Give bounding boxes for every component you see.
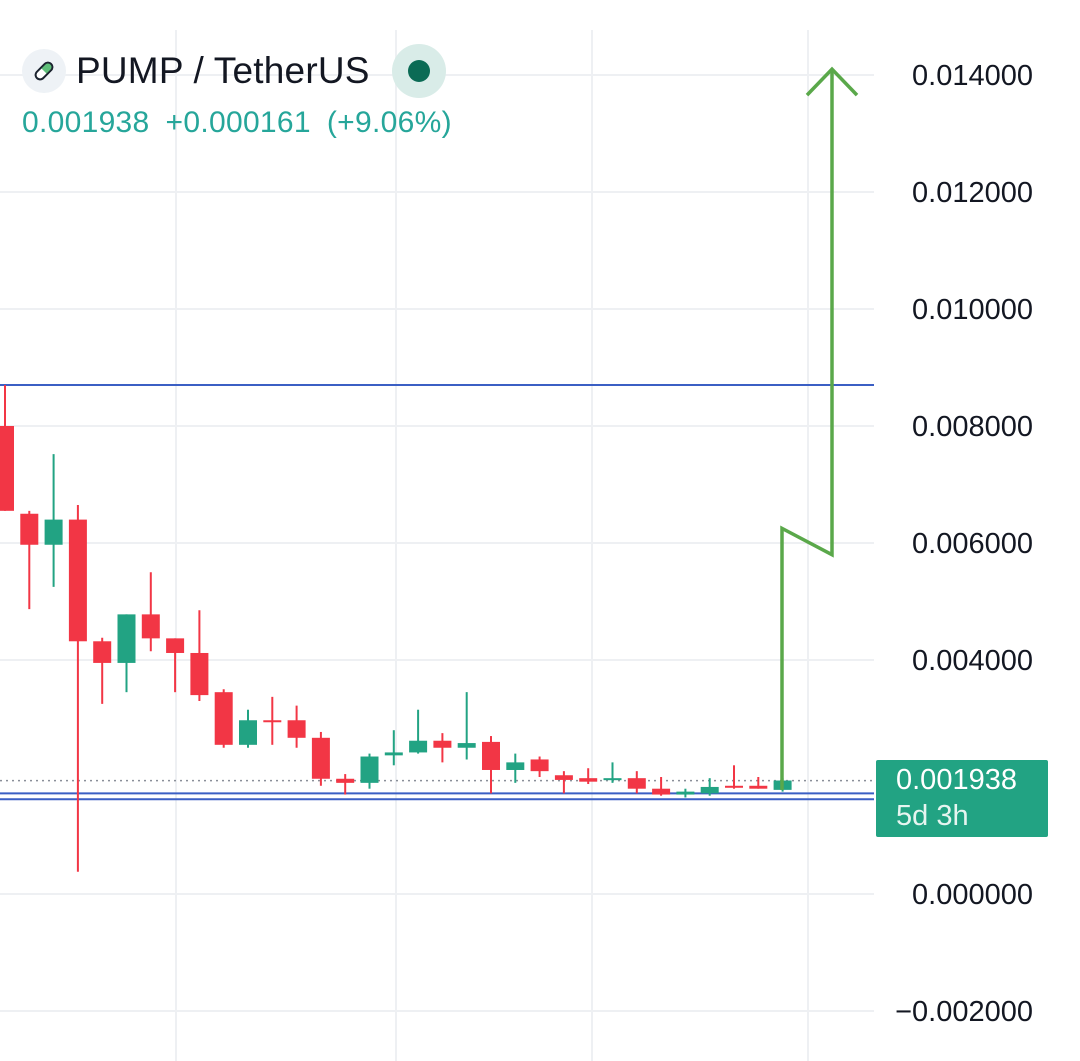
- candle-body: [336, 778, 355, 783]
- candle: [287, 705, 306, 748]
- candle: [68, 504, 87, 872]
- y-tick-label: 0.014000: [912, 60, 1033, 92]
- candle: [239, 709, 257, 748]
- y-axis: 0.014000 0.012000 0.010000 0.008000 0.006000…: [895, 60, 1033, 1028]
- last-price-tag: 0.001938 5d 3h: [876, 760, 1048, 837]
- candle-body: [20, 513, 39, 545]
- candle: [554, 771, 573, 794]
- candle: [700, 778, 719, 796]
- candle-body: [311, 737, 330, 779]
- candle: [360, 753, 379, 789]
- price-tag-countdown: 5d 3h: [896, 800, 969, 832]
- candle-body: [457, 743, 476, 748]
- candle: [93, 637, 112, 704]
- candle-body: [749, 785, 768, 789]
- candle-body: [409, 740, 428, 753]
- candle: [384, 730, 403, 766]
- chart-grid: [0, 30, 874, 1061]
- y-tick-label: 0.006000: [912, 528, 1033, 560]
- candle: [725, 765, 743, 789]
- price-change-percent: (+9.06%): [326, 106, 452, 139]
- candle-body: [44, 519, 63, 545]
- candle-body: [530, 759, 549, 772]
- candle: [336, 774, 355, 795]
- candle: [506, 753, 525, 783]
- candle: [20, 510, 39, 610]
- candle-body: [68, 519, 87, 642]
- y-tick-label: 0.012000: [912, 177, 1033, 209]
- y-tick-label: 0.000000: [912, 879, 1033, 911]
- candle-body: [141, 614, 160, 639]
- candle-body: [627, 778, 646, 789]
- candle-body: [263, 720, 282, 723]
- candle-body: [725, 785, 743, 788]
- last-price: 0.001938: [22, 106, 150, 139]
- candle-body: [287, 720, 306, 738]
- candle-body: [0, 426, 14, 511]
- candle-body: [700, 786, 719, 794]
- candle-body: [117, 614, 136, 663]
- candle: [44, 454, 63, 587]
- candle-body: [554, 775, 573, 780]
- y-tick-label: 0.010000: [912, 294, 1033, 326]
- candle: [530, 756, 549, 777]
- y-tick-label: 0.008000: [912, 411, 1033, 443]
- candle-body: [360, 756, 379, 783]
- y-tick-label: −0.002000: [895, 996, 1033, 1028]
- arrow-head: [805, 66, 859, 97]
- candle-body: [579, 778, 598, 782]
- candle-body: [384, 752, 403, 756]
- candle: [652, 777, 671, 796]
- candle-body: [433, 740, 452, 748]
- horizontal-lines: [0, 384, 876, 801]
- symbol-legend[interactable]: PUMP / TetherUS: [22, 44, 446, 98]
- candle: [627, 771, 646, 794]
- candle: [117, 614, 136, 693]
- candle: [190, 610, 209, 701]
- candle: [579, 768, 598, 785]
- candle-body: [93, 641, 112, 663]
- candle: [603, 762, 622, 783]
- candle-body: [676, 791, 695, 795]
- candle: [166, 638, 185, 693]
- candle-body: [214, 692, 233, 745]
- price-summary: 0.001938 +0.000161 (+9.06%): [22, 106, 452, 140]
- price-tag-value: 0.001938: [896, 764, 1017, 796]
- candle-body: [166, 638, 185, 653]
- symbol-name[interactable]: PUMP / TetherUS: [76, 50, 370, 91]
- candle: [263, 696, 282, 745]
- price-change: +0.000161: [165, 106, 311, 139]
- candle-body: [190, 652, 209, 696]
- market-status-dot-icon[interactable]: [391, 44, 446, 98]
- candle: [433, 733, 452, 763]
- candle: [482, 736, 500, 794]
- candle: [749, 777, 768, 789]
- candle-body: [239, 720, 257, 745]
- candle: [409, 709, 428, 754]
- pill-icon: [22, 49, 66, 93]
- candle: [0, 385, 14, 511]
- candle: [311, 731, 330, 786]
- candle: [214, 689, 233, 748]
- target-arrow: [780, 66, 859, 790]
- candle-body: [482, 741, 500, 770]
- y-tick-label: 0.004000: [912, 645, 1033, 677]
- candle-body: [603, 778, 622, 781]
- arrow-shaft: [780, 69, 834, 790]
- candle-body: [652, 788, 671, 795]
- candle: [141, 572, 160, 652]
- candle-body: [506, 762, 525, 770]
- candle: [457, 692, 476, 760]
- candle: [676, 788, 695, 798]
- candles: [0, 385, 792, 872]
